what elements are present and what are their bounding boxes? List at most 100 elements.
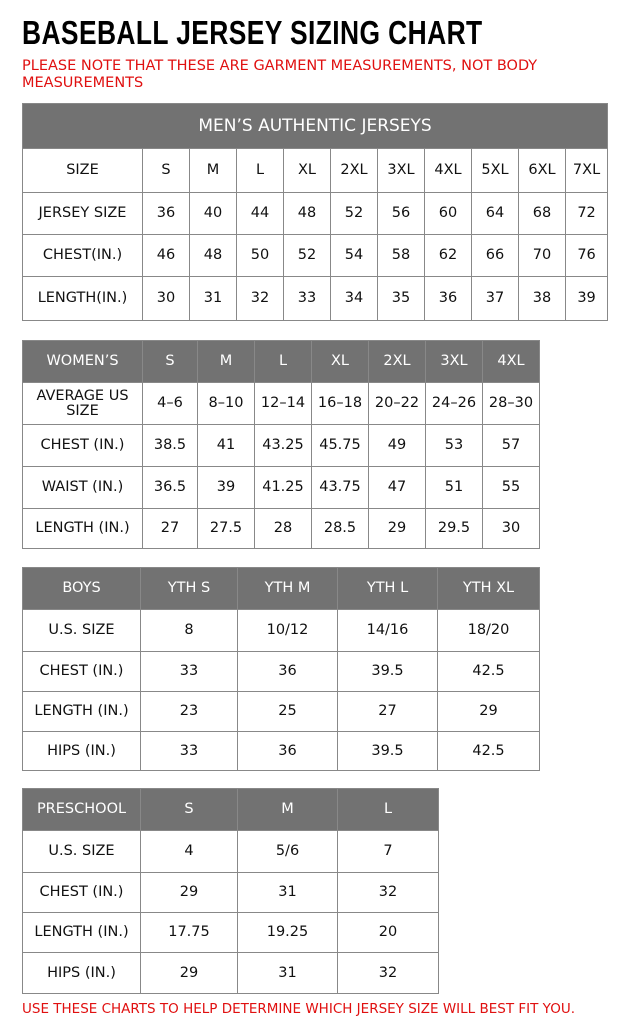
cell: 43.25 (254, 424, 312, 467)
cell: 30 (142, 276, 190, 321)
cell: 34 (330, 276, 378, 321)
cell: 36 (237, 731, 338, 771)
cell: 64 (471, 192, 519, 235)
cell: 49 (368, 424, 426, 467)
cell: 36 (142, 192, 190, 235)
header-cell: YTH L (337, 567, 438, 610)
cell: 52 (330, 192, 378, 235)
cell: 31 (189, 276, 237, 321)
header-cell: 6XL (518, 148, 566, 193)
header-cell: YTH S (140, 567, 238, 610)
row-label: LENGTH(IN.) (22, 276, 143, 321)
data-row: AVERAGE US SIZE 4–6 8–10 12–14 16–18 20–22 24–… (22, 382, 540, 425)
cell: 76 (564, 234, 609, 277)
header-cell: L (236, 148, 284, 193)
cell: 39.5 (337, 731, 438, 771)
header-cell: M (237, 788, 338, 831)
cell: 42.5 (437, 651, 540, 692)
row-label: CHEST (IN.) (22, 872, 141, 913)
data-row: CHEST (IN.) 29 31 32 (22, 872, 439, 913)
data-row: CHEST (IN.) 38.5 41 43.25 45.75 49 53 57 (22, 424, 540, 467)
cell: 32 (337, 952, 439, 994)
row-label: AVERAGE US SIZE (22, 382, 143, 425)
row-label: LENGTH (IN.) (22, 912, 141, 953)
cell: 44 (236, 192, 284, 235)
cell: 12–14 (254, 382, 312, 425)
header-row: SIZE S M L XL 2XL 3XL 4XL 5XL 6XL 7XL (22, 148, 609, 193)
cell: 40 (189, 192, 237, 235)
cell: 28.5 (311, 508, 369, 549)
size-table: MEN’S AUTHENTIC JERSEYS SIZE S M L XL 2XL 3XL 4X… (21, 103, 609, 321)
cell: 70 (518, 234, 566, 277)
header-cell: S (142, 340, 198, 383)
caption-row: MEN’S AUTHENTIC JERSEYS (21, 103, 609, 149)
cell: 16–18 (311, 382, 369, 425)
cell: 30 (482, 508, 540, 549)
cell: 4 (140, 830, 238, 873)
data-row: WAIST (IN.) 36.5 39 41.25 43.75 47 51 55 (22, 466, 540, 509)
cell: 36.5 (142, 466, 198, 509)
data-row: CHEST(IN.) 46 48 50 52 54 58 62 66 70 76 (22, 234, 609, 277)
cell: 36 (424, 276, 472, 321)
header-cell: S (142, 148, 190, 193)
header-cell: 5XL (471, 148, 519, 193)
row-label: CHEST(IN.) (22, 234, 143, 277)
cell: 29 (437, 691, 540, 732)
data-row: HIPS (IN.) 29 31 32 (22, 952, 439, 994)
data-row: HIPS (IN.) 33 36 39.5 42.5 (22, 731, 540, 771)
row-label: WAIST (IN.) (22, 466, 143, 509)
cell: 38 (518, 276, 566, 321)
header-cell: PRESCHOOL (22, 788, 141, 831)
cell: 36 (237, 651, 338, 692)
cell: 27 (337, 691, 438, 732)
cell: 56 (377, 192, 425, 235)
header-cell: BOYS (22, 567, 141, 610)
cell: 33 (140, 651, 238, 692)
data-row: CHEST (IN.) 33 36 39.5 42.5 (22, 651, 540, 692)
header-cell: 3XL (377, 148, 425, 193)
row-label: LENGTH (IN.) (22, 508, 143, 549)
data-row: U.S. SIZE 8 10/12 14/16 18/20 (22, 609, 540, 652)
header-cell: L (337, 788, 439, 831)
data-row: U.S. SIZE 4 5/6 7 (22, 830, 439, 873)
size-table: PRESCHOOL S M L U.S. SIZE 4 5/6 7 CHEST (IN.) 29 3… (22, 788, 439, 994)
row-label: U.S. SIZE (22, 609, 141, 652)
cell: 23 (140, 691, 238, 732)
cell: 46 (142, 234, 190, 277)
cell: 24–26 (425, 382, 483, 425)
cell: 32 (337, 872, 439, 913)
cell: 8 (140, 609, 238, 652)
header-cell: XL (283, 148, 331, 193)
cell: 68 (518, 192, 566, 235)
header-cell: 7XL (564, 148, 609, 193)
header-cell: SIZE (22, 148, 143, 193)
header-cell: YTH M (237, 567, 338, 610)
header-cell: M (197, 340, 255, 383)
header-cell: 2XL (330, 148, 378, 193)
cell: 7 (337, 830, 439, 873)
cell: 25 (237, 691, 338, 732)
cell: 10/12 (237, 609, 338, 652)
cell: 38.5 (142, 424, 198, 467)
cell: 29 (140, 872, 238, 913)
header-cell: 4XL (424, 148, 472, 193)
row-label: HIPS (IN.) (22, 731, 141, 771)
data-row: LENGTH(IN.) 30 31 32 33 34 35 36 37 38 39 (22, 276, 609, 321)
cell: 37 (471, 276, 519, 321)
cell: 48 (283, 192, 331, 235)
cell: 18/20 (437, 609, 540, 652)
cell: 8–10 (197, 382, 255, 425)
header-cell: WOMEN’S (22, 340, 143, 383)
cell: 58 (377, 234, 425, 277)
title: BASEBALL JERSEY SIZING CHART (22, 14, 483, 51)
cell: 35 (377, 276, 425, 321)
cell: 19.25 (237, 912, 338, 953)
row-label: LENGTH (IN.) (22, 691, 141, 732)
cell: 43.75 (311, 466, 369, 509)
header-cell: YTH XL (437, 567, 540, 610)
size-table: BOYS YTH S YTH M YTH L YTH XL U.S. SIZE 8 10/12… (22, 567, 540, 771)
cell: 54 (330, 234, 378, 277)
cell: 41 (197, 424, 255, 467)
cell: 45.75 (311, 424, 369, 467)
cell: 29 (368, 508, 426, 549)
